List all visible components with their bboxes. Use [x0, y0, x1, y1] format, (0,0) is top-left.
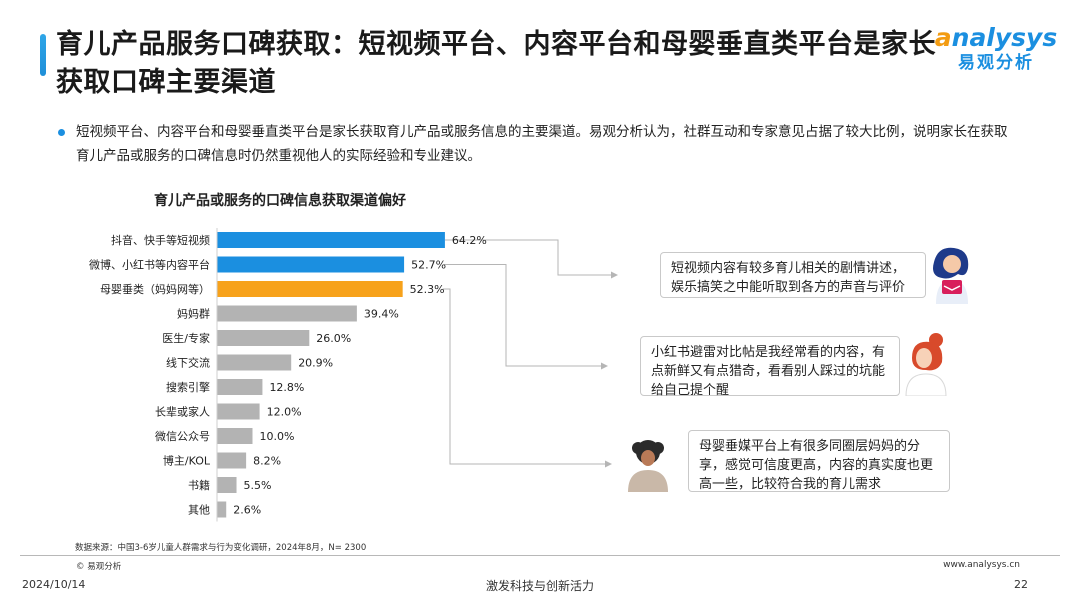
bar	[217, 452, 247, 469]
value-label: 20.9%	[298, 357, 333, 370]
category-label: 书籍	[188, 478, 210, 492]
footer-divider	[20, 555, 1060, 556]
bar	[217, 305, 357, 322]
woman-reading-icon	[933, 247, 969, 304]
category-label: 博主/KOL	[163, 455, 211, 468]
value-label: 12.8%	[269, 381, 304, 394]
bar	[217, 403, 260, 420]
value-label: 8.2%	[253, 455, 281, 468]
connector-arrow	[601, 362, 608, 370]
logo-wordmark-a: a	[934, 23, 952, 52]
bar	[217, 477, 237, 493]
category-label: 线下交流	[166, 356, 210, 370]
copyright-text: © 易观分析	[76, 562, 122, 572]
bullet-icon	[58, 129, 65, 136]
page-title: 育儿产品服务口碑获取：短视频平台、内容平台和母婴垂直类平台是家长获取口碑主要渠道	[56, 29, 936, 98]
page-number: 22	[1014, 578, 1028, 591]
analysys-logo: analysys 易观分析	[934, 24, 1058, 74]
bar	[217, 501, 227, 518]
connector-line	[444, 264, 602, 367]
category-label: 医生/专家	[162, 331, 210, 345]
category-label: 妈妈群	[177, 307, 210, 321]
category-label: 母婴垂类（妈妈网等）	[100, 282, 210, 296]
slogan-text: 激发科技与创新活力	[485, 579, 594, 593]
bar	[217, 354, 292, 371]
value-label: 39.4%	[364, 308, 399, 321]
report-date: 2024/10/14	[22, 578, 86, 591]
value-label: 52.7%	[411, 259, 446, 272]
callout-short-video: 短视频内容有较多育儿相关的剧情讲述，娱乐搞笑之中能听取到各方的声音与评价	[660, 252, 926, 298]
logo-chinese-name: 易观分析	[958, 53, 1034, 73]
woman-red-hair-icon	[905, 333, 947, 396]
category-label: 微信公众号	[155, 429, 210, 443]
connector-line	[442, 288, 606, 465]
chart-title: 育儿产品或服务的口碑信息获取渠道偏好	[154, 193, 406, 209]
connector-arrow	[605, 460, 612, 468]
category-label: 长辈或家人	[155, 405, 210, 419]
title-accent-bar	[40, 34, 46, 76]
bar	[217, 256, 405, 273]
connector-arrow	[611, 271, 618, 279]
value-label: 64.2%	[452, 234, 487, 247]
callout-xiaohongshu: 小红书避雷对比帖是我经常看的内容，有点新鲜又有点猎奇，看看别人踩过的坑能给自己提…	[640, 336, 900, 398]
summary-text: 短视频平台、内容平台和母婴垂直类平台是家长获取育儿产品或服务信息的主要渠道。易观…	[76, 124, 1008, 164]
value-label: 52.3%	[410, 283, 445, 296]
callout-maternity-platform: 母婴垂媒平台上有很多同圈层妈妈的分享，感觉可信度更高，内容的真实度也更高一些，比…	[688, 430, 950, 492]
bar	[217, 281, 403, 297]
woman-curly-hair-icon	[628, 440, 668, 492]
value-label: 12.0%	[267, 406, 302, 419]
value-label: 26.0%	[316, 332, 351, 345]
logo-wordmark-rest: nalysys	[951, 23, 1058, 52]
value-label: 10.0%	[260, 430, 295, 443]
category-label: 微博、小红书等内容平台	[89, 258, 210, 272]
bar	[217, 428, 253, 444]
value-label: 2.6%	[233, 504, 261, 517]
bar	[217, 379, 263, 395]
logo-wordmark: analysys	[934, 24, 1058, 52]
data-source-note: 数据来源：中国3-6岁儿童人群需求与行为变化调研，2024年8月，N= 2300	[75, 543, 367, 553]
category-label: 抖音、快手等短视频	[111, 233, 210, 247]
category-label: 其他	[188, 504, 210, 517]
connector-line	[444, 239, 612, 276]
website-link[interactable]: www.analysys.cn	[943, 560, 1020, 570]
bar	[217, 232, 445, 248]
bar	[217, 330, 310, 346]
category-label: 搜索引擎	[166, 380, 210, 394]
value-label: 5.5%	[244, 479, 272, 492]
